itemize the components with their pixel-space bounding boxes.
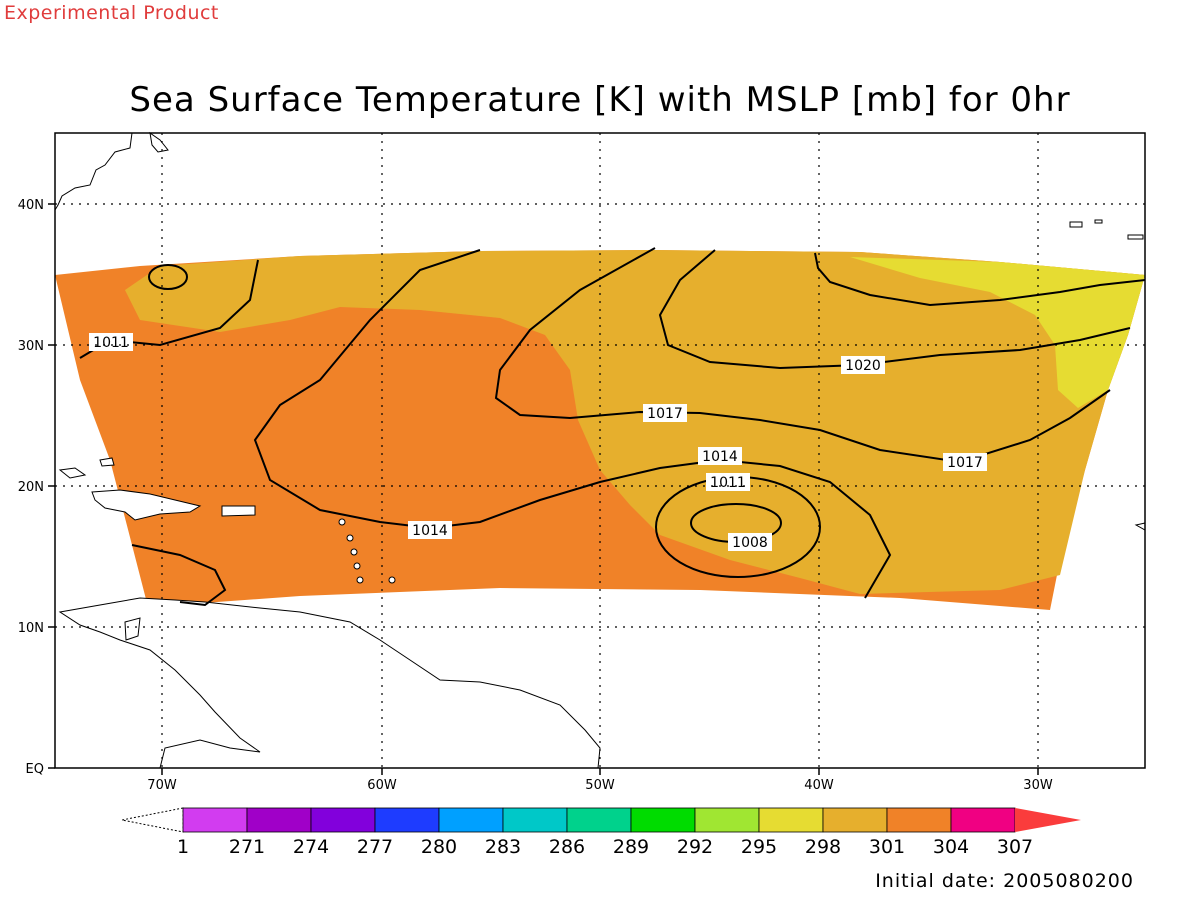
contour-label-1020: 1020 bbox=[841, 356, 885, 374]
experimental-product-label: Experimental Product bbox=[4, 2, 219, 24]
svg-text:1020: 1020 bbox=[845, 358, 881, 374]
svg-text:1011: 1011 bbox=[93, 335, 129, 351]
legend-swatch bbox=[246, 807, 312, 833]
lat-label-eq: EQ bbox=[26, 762, 44, 777]
legend-swatch bbox=[566, 807, 632, 833]
svg-text:1014: 1014 bbox=[702, 449, 738, 465]
legend-label: 277 bbox=[357, 836, 393, 858]
legend-label: 292 bbox=[677, 836, 713, 858]
legend-upper-extension bbox=[1015, 808, 1081, 832]
lon-label-60w: 60W bbox=[367, 778, 397, 793]
legend-label: 271 bbox=[229, 836, 265, 858]
legend-swatch bbox=[694, 807, 760, 833]
legend-label: 280 bbox=[421, 836, 457, 858]
legend-swatch bbox=[310, 807, 376, 833]
legend-swatch bbox=[438, 807, 504, 833]
contour-label-1017-center: 1017 bbox=[643, 404, 687, 422]
legend-swatch bbox=[182, 807, 248, 833]
svg-text:1014: 1014 bbox=[412, 523, 448, 539]
lon-label-70w: 70W bbox=[147, 778, 177, 793]
lon-label-50w: 50W bbox=[585, 778, 615, 793]
legend-label: 283 bbox=[485, 836, 521, 858]
legend-label: 304 bbox=[933, 836, 969, 858]
legend-swatch bbox=[822, 807, 888, 833]
contour-labels: 1011 1014 1017 1017 1020 1014 1011 1008 bbox=[89, 333, 987, 551]
lon-label-30w: 30W bbox=[1023, 778, 1053, 793]
graticule bbox=[55, 133, 1145, 768]
lat-label-30n: 30N bbox=[18, 339, 44, 354]
legend-label: 274 bbox=[293, 836, 329, 858]
legend-label: 286 bbox=[549, 836, 585, 858]
svg-text:1011: 1011 bbox=[710, 475, 746, 491]
contour-label-1011-east: 1011 bbox=[706, 473, 750, 491]
contour-label-1014-west: 1014 bbox=[408, 521, 452, 539]
lon-label-40w: 40W bbox=[804, 778, 834, 793]
contour-label-1017-east: 1017 bbox=[943, 453, 987, 471]
contour-label-1014-east: 1014 bbox=[698, 447, 742, 465]
legend-label: 307 bbox=[997, 836, 1033, 858]
legend-label: 298 bbox=[805, 836, 841, 858]
legend-label: 295 bbox=[741, 836, 777, 858]
mslp-contours bbox=[79, 247, 1146, 607]
longitude-labels: 70W 60W 50W 40W 30W bbox=[147, 778, 1053, 793]
svg-text:1017: 1017 bbox=[947, 455, 983, 471]
legend-label: 1 bbox=[177, 836, 189, 858]
contour-label-1011-west: 1011 bbox=[89, 333, 133, 351]
lat-label-10n: 10N bbox=[18, 621, 44, 636]
tick-marks bbox=[48, 203, 1039, 775]
legend-swatch bbox=[886, 807, 952, 833]
map-title: Sea Surface Temperature [K] with MSLP [m… bbox=[129, 80, 1071, 120]
legend-lower-extension bbox=[121, 807, 184, 833]
svg-text:1017: 1017 bbox=[647, 406, 683, 422]
svg-text:1008: 1008 bbox=[732, 535, 768, 551]
lat-label-20n: 20N bbox=[18, 480, 44, 495]
coastlines bbox=[54, 131, 1146, 769]
legend-swatch bbox=[758, 807, 824, 833]
legend-swatch bbox=[630, 807, 696, 833]
lat-label-40n: 40N bbox=[18, 198, 44, 213]
initial-date: Initial date: 2005080200 bbox=[875, 870, 1134, 892]
legend-label: 289 bbox=[613, 836, 649, 858]
legend-label: 301 bbox=[869, 836, 905, 858]
sst-band-295-298 bbox=[850, 257, 1145, 408]
legend-swatch bbox=[374, 807, 440, 833]
legend-swatch bbox=[502, 807, 568, 833]
legend-swatch bbox=[950, 807, 1016, 833]
sst-band-298-301 bbox=[125, 250, 1145, 594]
contour-label-1008: 1008 bbox=[728, 533, 772, 551]
latitude-labels: EQ 10N 20N 30N 40N bbox=[18, 198, 44, 777]
color-legend: 1 271 274 277 280 283 286 289 292 295 298 301 304 307 bbox=[121, 807, 1081, 858]
